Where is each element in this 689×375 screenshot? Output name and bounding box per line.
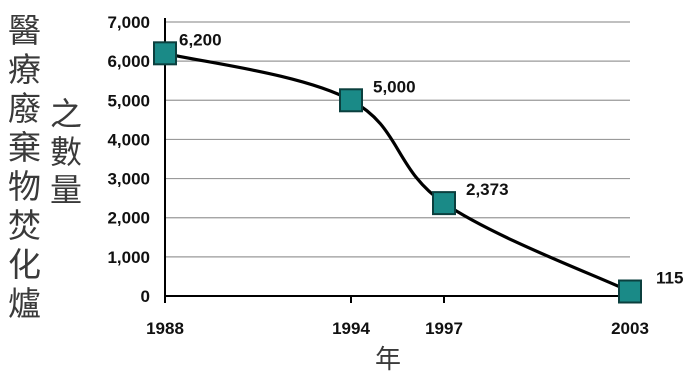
- y-axis-title-char: 化: [8, 245, 41, 284]
- data-label: 115: [656, 268, 683, 287]
- data-label: 6,200: [179, 30, 222, 49]
- y-axis-title-char: 之: [50, 95, 83, 133]
- data-point-marker: [153, 41, 177, 66]
- data-point-marker: [432, 191, 456, 216]
- y-tick-label: 1,000: [107, 248, 150, 267]
- y-axis-title-char: 爐: [8, 284, 41, 323]
- x-axis-title: 年: [375, 345, 401, 375]
- y-axis-title-char: 療: [8, 50, 41, 89]
- y-axis-title-char: 焚: [8, 206, 41, 245]
- y-axis-title-char: 量: [50, 171, 83, 209]
- y-tick-label: 7,000: [107, 13, 150, 32]
- y-axis-title-sub: 之數量: [50, 98, 82, 206]
- x-tick-label: 1997: [425, 319, 463, 338]
- y-tick-label: 0: [141, 287, 150, 306]
- y-tick-label: 4,000: [107, 130, 150, 149]
- y-axis-title-char: 物: [8, 167, 41, 206]
- x-tick-label: 1994: [332, 319, 370, 338]
- x-tick-label: 1988: [146, 319, 184, 338]
- y-tick-label: 3,000: [107, 170, 150, 189]
- y-axis-title-char: 棄: [8, 128, 41, 167]
- data-point-marker: [618, 279, 642, 304]
- series-line: [164, 51, 631, 293]
- y-axis-title-char: 數: [50, 133, 83, 171]
- x-tick-label: 2003: [611, 319, 649, 338]
- data-label: 2,373: [466, 180, 509, 199]
- y-tick-label: 5,000: [107, 91, 150, 110]
- data-label: 5,000: [373, 77, 416, 96]
- data-point-marker: [339, 88, 363, 113]
- y-axis-title-char: 醫: [8, 11, 41, 50]
- y-axis-title-char: 廢: [8, 89, 41, 128]
- y-axis-title: 醫療廢棄物焚化爐: [8, 14, 41, 320]
- y-tick-label: 6,000: [107, 52, 150, 71]
- y-tick-label: 2,000: [107, 209, 150, 228]
